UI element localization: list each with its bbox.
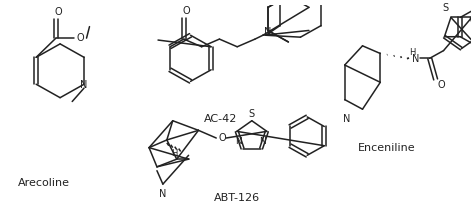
Text: S: S — [442, 3, 448, 13]
Text: O: O — [54, 7, 62, 17]
Text: N: N — [159, 189, 166, 199]
Text: N: N — [412, 54, 419, 64]
Text: O: O — [77, 33, 84, 43]
Text: O: O — [219, 133, 226, 143]
Text: N: N — [81, 80, 88, 90]
Text: Arecoline: Arecoline — [18, 178, 70, 188]
Text: O: O — [438, 80, 446, 90]
Text: ABT-126: ABT-126 — [214, 192, 260, 203]
Text: H: H — [409, 48, 415, 57]
Text: S: S — [249, 109, 255, 119]
Text: N: N — [235, 137, 242, 146]
Text: Enceniline: Enceniline — [357, 143, 415, 153]
Text: N: N — [260, 137, 266, 146]
Text: H: H — [172, 149, 178, 158]
Text: O: O — [182, 6, 190, 16]
Text: AC-42: AC-42 — [203, 114, 237, 124]
Text: N: N — [264, 27, 272, 37]
Text: N: N — [343, 114, 350, 124]
